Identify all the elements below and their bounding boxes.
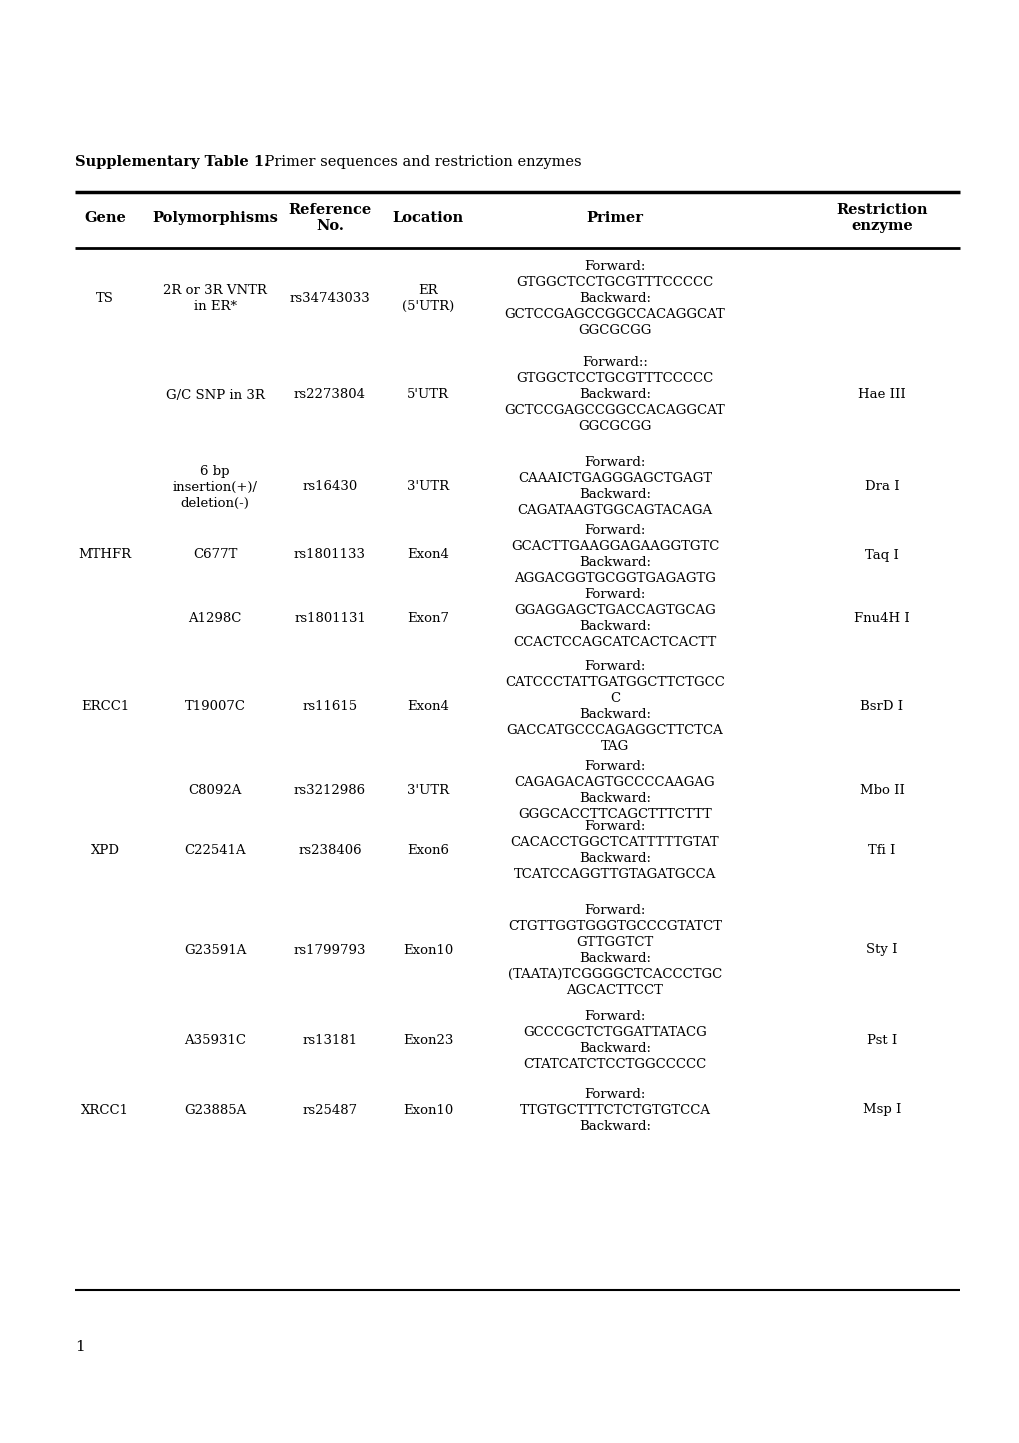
Text: C22541A: C22541A bbox=[184, 844, 246, 857]
Text: 2R or 3R VNTR
in ER*: 2R or 3R VNTR in ER* bbox=[163, 283, 267, 313]
Text: Gene: Gene bbox=[84, 211, 125, 225]
Text: Exon7: Exon7 bbox=[407, 612, 448, 625]
Text: Hae III: Hae III bbox=[857, 388, 905, 401]
Text: Forward:
GCCCGCTCTGGATTATACG
Backward:
CTATCATCTCCTGGCCCCC: Forward: GCCCGCTCTGGATTATACG Backward: C… bbox=[523, 1010, 706, 1071]
Text: T19007C: T19007C bbox=[184, 700, 246, 713]
Text: Exon23: Exon23 bbox=[403, 1033, 452, 1046]
Text: C8092A: C8092A bbox=[189, 784, 242, 797]
Text: rs1801133: rs1801133 bbox=[293, 548, 366, 561]
Text: Exon6: Exon6 bbox=[407, 844, 448, 857]
Text: 1: 1 bbox=[75, 1341, 85, 1354]
Text: Fnu4H I: Fnu4H I bbox=[853, 612, 909, 625]
Text: G/C SNP in 3R: G/C SNP in 3R bbox=[165, 388, 264, 401]
Text: rs1799793: rs1799793 bbox=[293, 944, 366, 957]
Text: rs34743033: rs34743033 bbox=[289, 291, 370, 304]
Text: rs13181: rs13181 bbox=[303, 1033, 358, 1046]
Text: Pst I: Pst I bbox=[866, 1033, 897, 1046]
Text: rs3212986: rs3212986 bbox=[293, 784, 366, 797]
Text: 3'UTR: 3'UTR bbox=[407, 481, 448, 494]
Text: Forward:
GGAGGAGCTGACCAGTGCAG
Backward:
CCACTCCAGCATCACTCACTT: Forward: GGAGGAGCTGACCAGTGCAG Backward: … bbox=[513, 587, 716, 648]
Text: 6 bp
insertion(+)/
deletion(-): 6 bp insertion(+)/ deletion(-) bbox=[172, 465, 257, 509]
Text: ER
(5'UTR): ER (5'UTR) bbox=[401, 283, 453, 313]
Text: rs238406: rs238406 bbox=[298, 844, 362, 857]
Text: Forward:
TTGTGCTTTCTCTGTGTCCA
Backward:: Forward: TTGTGCTTTCTCTGTGTCCA Backward: bbox=[519, 1088, 710, 1133]
Text: Mbo II: Mbo II bbox=[859, 784, 904, 797]
Text: BsrD I: BsrD I bbox=[860, 700, 903, 713]
Text: Polymorphisms: Polymorphisms bbox=[152, 211, 277, 225]
Text: Exon4: Exon4 bbox=[407, 700, 448, 713]
Text: Forward:
CAAAICTGAGGGAGCTGAGT
Backward:
CAGATAAGTGGCAGTACAGA: Forward: CAAAICTGAGGGAGCTGAGT Backward: … bbox=[517, 456, 712, 518]
Text: rs16430: rs16430 bbox=[302, 481, 358, 494]
Text: Taq I: Taq I bbox=[864, 548, 898, 561]
Text: Forward:
GCACTTGAAGGAGAAGGTGTC
Backward:
AGGACGGTGCGGTGAGAGTG: Forward: GCACTTGAAGGAGAAGGTGTC Backward:… bbox=[511, 524, 718, 586]
Text: Forward:
CTGTTGGTGGGTGCCCGTATCT
GTTGGTCT
Backward:
(TAATA)TCGGGGCTCACCCTGC
AGCAC: Forward: CTGTTGGTGGGTGCCCGTATCT GTTGGTCT… bbox=[507, 903, 721, 997]
Text: A35931C: A35931C bbox=[183, 1033, 246, 1046]
Text: rs1801131: rs1801131 bbox=[293, 612, 366, 625]
Text: TS: TS bbox=[96, 291, 114, 304]
Text: Supplementary Table 1.: Supplementary Table 1. bbox=[75, 154, 269, 169]
Text: Exon10: Exon10 bbox=[403, 1104, 452, 1117]
Text: Msp I: Msp I bbox=[862, 1104, 901, 1117]
Text: Restriction
enzyme: Restriction enzyme bbox=[836, 203, 927, 234]
Text: 5'UTR: 5'UTR bbox=[407, 388, 448, 401]
Text: Tfi I: Tfi I bbox=[867, 844, 895, 857]
Text: Sty I: Sty I bbox=[865, 944, 897, 957]
Text: MTHFR: MTHFR bbox=[78, 548, 131, 561]
Text: Forward:
GTGGCTCCTGCGTTTCCCCC
Backward:
GCTCCGAGCCGGCCACAGGCAT
GGCGCGG: Forward: GTGGCTCCTGCGTTTCCCCC Backward: … bbox=[504, 260, 725, 336]
Text: Location: Location bbox=[392, 211, 463, 225]
Text: Exon4: Exon4 bbox=[407, 548, 448, 561]
Text: G23885A: G23885A bbox=[183, 1104, 246, 1117]
Text: A1298C: A1298C bbox=[189, 612, 242, 625]
Text: 3'UTR: 3'UTR bbox=[407, 784, 448, 797]
Text: XPD: XPD bbox=[91, 844, 119, 857]
Text: Primer sequences and restriction enzymes: Primer sequences and restriction enzymes bbox=[260, 154, 581, 169]
Text: Reference
No.: Reference No. bbox=[288, 203, 371, 234]
Text: Primer: Primer bbox=[586, 211, 643, 225]
Text: Forward:
CAGAGACAGTGCCCCAAGAG
Backward:
GGGCACCTTCAGCTTTCTTT: Forward: CAGAGACAGTGCCCCAAGAG Backward: … bbox=[515, 759, 714, 821]
Text: Exon10: Exon10 bbox=[403, 944, 452, 957]
Text: rs11615: rs11615 bbox=[303, 700, 358, 713]
Text: rs2273804: rs2273804 bbox=[293, 388, 366, 401]
Text: C677T: C677T bbox=[193, 548, 237, 561]
Text: XRCC1: XRCC1 bbox=[81, 1104, 128, 1117]
Text: Forward:
CATCCCTATTGATGGCTTCTGCC
C
Backward:
GACCATGCCCAGAGGCTTCTCA
TAG: Forward: CATCCCTATTGATGGCTTCTGCC C Backw… bbox=[504, 659, 725, 752]
Text: ERCC1: ERCC1 bbox=[81, 700, 129, 713]
Text: rs25487: rs25487 bbox=[303, 1104, 358, 1117]
Text: G23591A: G23591A bbox=[183, 944, 246, 957]
Text: Dra I: Dra I bbox=[864, 481, 899, 494]
Text: Forward::
GTGGCTCCTGCGTTTCCCCC
Backward:
GCTCCGAGCCGGCCACAGGCAT
GGCGCGG: Forward:: GTGGCTCCTGCGTTTCCCCC Backward:… bbox=[504, 356, 725, 433]
Text: Forward:
CACACCTGGCTCATTTTTGTAT
Backward:
TCATCCAGGTTGTAGATGCCA: Forward: CACACCTGGCTCATTTTTGTAT Backward… bbox=[511, 820, 718, 880]
